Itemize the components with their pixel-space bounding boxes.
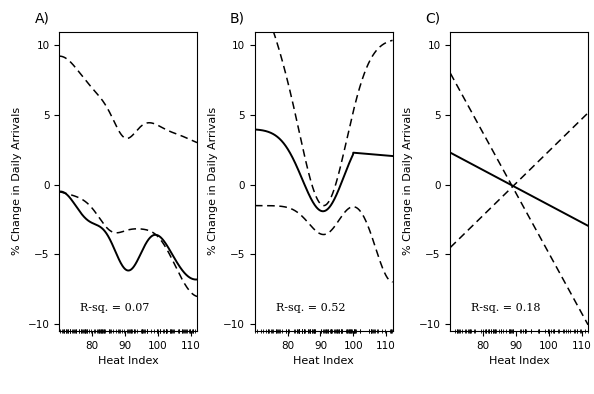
X-axis label: Heat Index: Heat Index xyxy=(489,356,549,366)
Y-axis label: % Change in Daily Arrivals: % Change in Daily Arrivals xyxy=(403,107,413,255)
Text: B): B) xyxy=(230,11,245,26)
Text: R-sq. = 0.52: R-sq. = 0.52 xyxy=(276,303,345,313)
X-axis label: Heat Index: Heat Index xyxy=(98,356,159,366)
Y-axis label: % Change in Daily Arrivals: % Change in Daily Arrivals xyxy=(208,107,218,255)
Text: C): C) xyxy=(426,11,441,26)
X-axis label: Heat Index: Heat Index xyxy=(293,356,354,366)
Text: R-sq. = 0.18: R-sq. = 0.18 xyxy=(471,303,541,313)
Text: R-sq. = 0.07: R-sq. = 0.07 xyxy=(80,303,150,313)
Text: A): A) xyxy=(34,11,49,26)
Y-axis label: % Change in Daily Arrivals: % Change in Daily Arrivals xyxy=(12,107,22,255)
